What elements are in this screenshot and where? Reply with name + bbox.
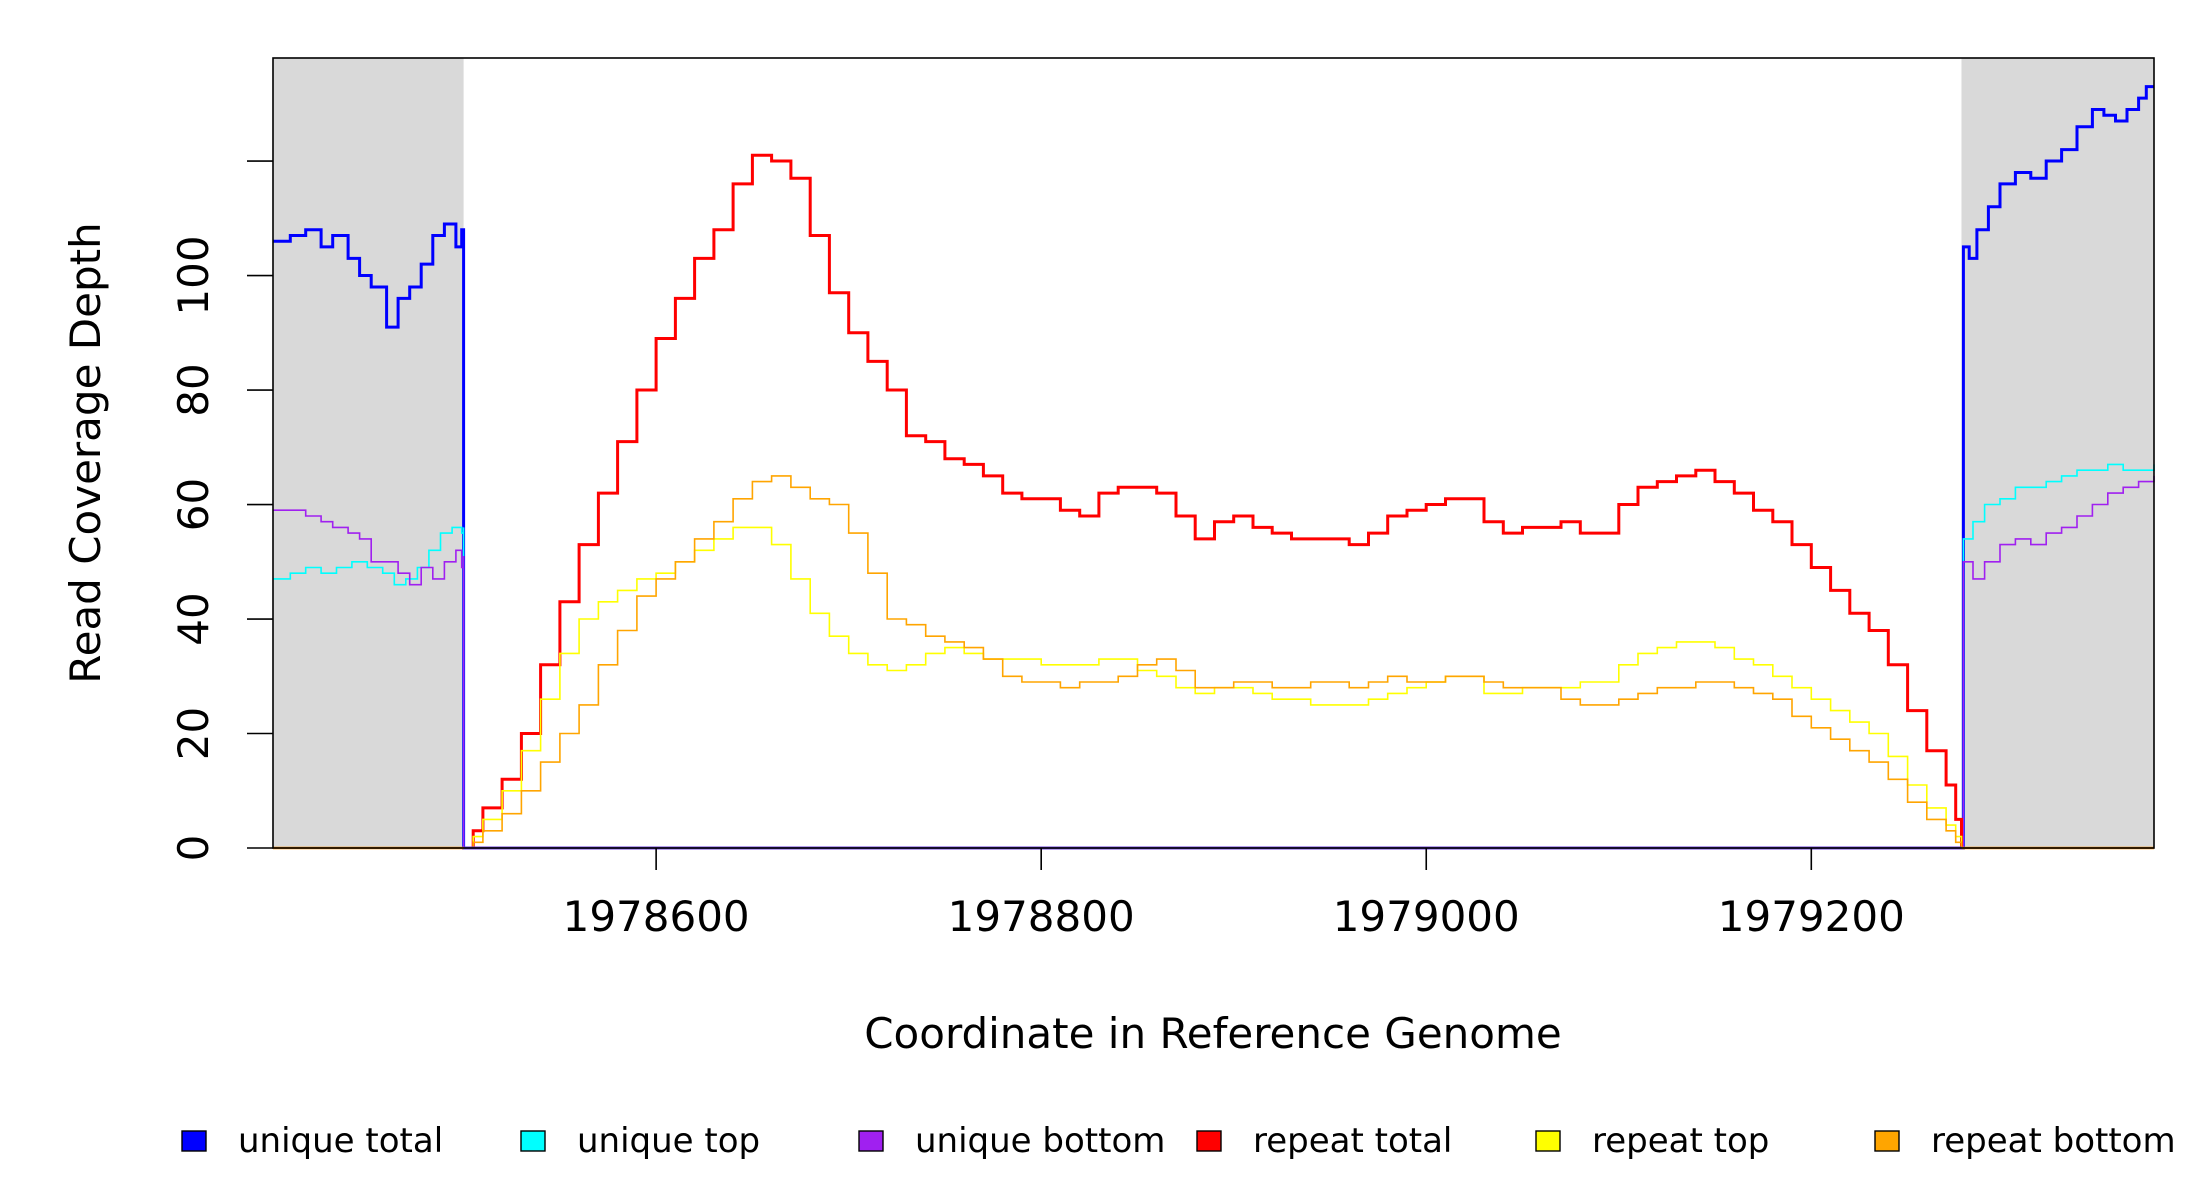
plot-frame <box>272 57 2155 849</box>
series-line-unique-top <box>273 463 2155 849</box>
x-tick-label: 1979200 <box>1718 892 1905 941</box>
y-tick-label: 60 <box>169 478 218 531</box>
shaded-region-1 <box>273 58 464 848</box>
legend-item-repeat-total: repeat total <box>1196 1121 1452 1161</box>
legend-swatch <box>1874 1130 1900 1152</box>
legend-swatch <box>1196 1130 1222 1152</box>
x-tick-label: 1978600 <box>563 892 750 941</box>
legend-item-repeat-bottom: repeat bottom <box>1874 1121 2176 1161</box>
legend-swatch <box>520 1130 546 1152</box>
x-tick-label: 1979000 <box>1333 892 1520 941</box>
legend-label: repeat top <box>1592 1121 1769 1161</box>
legend-item-unique-bottom: unique bottom <box>858 1121 1165 1161</box>
legend-label: unique bottom <box>915 1121 1165 1161</box>
y-axis-label: Read Coverage Depth <box>61 222 110 683</box>
unique-region-shading <box>273 58 2154 848</box>
series-lines <box>273 85 2155 850</box>
legend-item-unique-top: unique top <box>520 1121 760 1161</box>
legend-swatch <box>1535 1130 1561 1152</box>
x-tick-label: 1978800 <box>948 892 1135 941</box>
x-axis-label: Coordinate in Reference Genome <box>864 1009 1562 1058</box>
series-line-repeat-total <box>463 153 1963 850</box>
axes: 1978600 1978800 1979000 1979200 0 20 40 60 80 100 <box>169 160 1905 941</box>
y-tick-label: 0 <box>169 835 218 862</box>
series-line-unique-bottom <box>273 475 2155 849</box>
legend-label: unique top <box>577 1121 760 1161</box>
y-tick-label: 80 <box>169 363 218 416</box>
legend-item-repeat-top: repeat top <box>1535 1121 1769 1161</box>
legend-item-unique-total: unique total <box>181 1121 443 1161</box>
legend-swatch <box>858 1130 884 1152</box>
legend-label: repeat bottom <box>1931 1121 2176 1161</box>
y-tick-label: 40 <box>169 592 218 645</box>
legend-swatch <box>181 1130 207 1152</box>
series-line-repeat-bottom <box>463 475 1963 849</box>
y-tick-label: 100 <box>169 235 218 315</box>
legend-label: repeat total <box>1253 1121 1452 1161</box>
legend-label: unique total <box>238 1121 443 1161</box>
y-tick-label: 20 <box>169 707 218 760</box>
shaded-region-2 <box>1961 58 2154 848</box>
legend: unique total unique top unique bottom repea… <box>181 1121 2176 1161</box>
